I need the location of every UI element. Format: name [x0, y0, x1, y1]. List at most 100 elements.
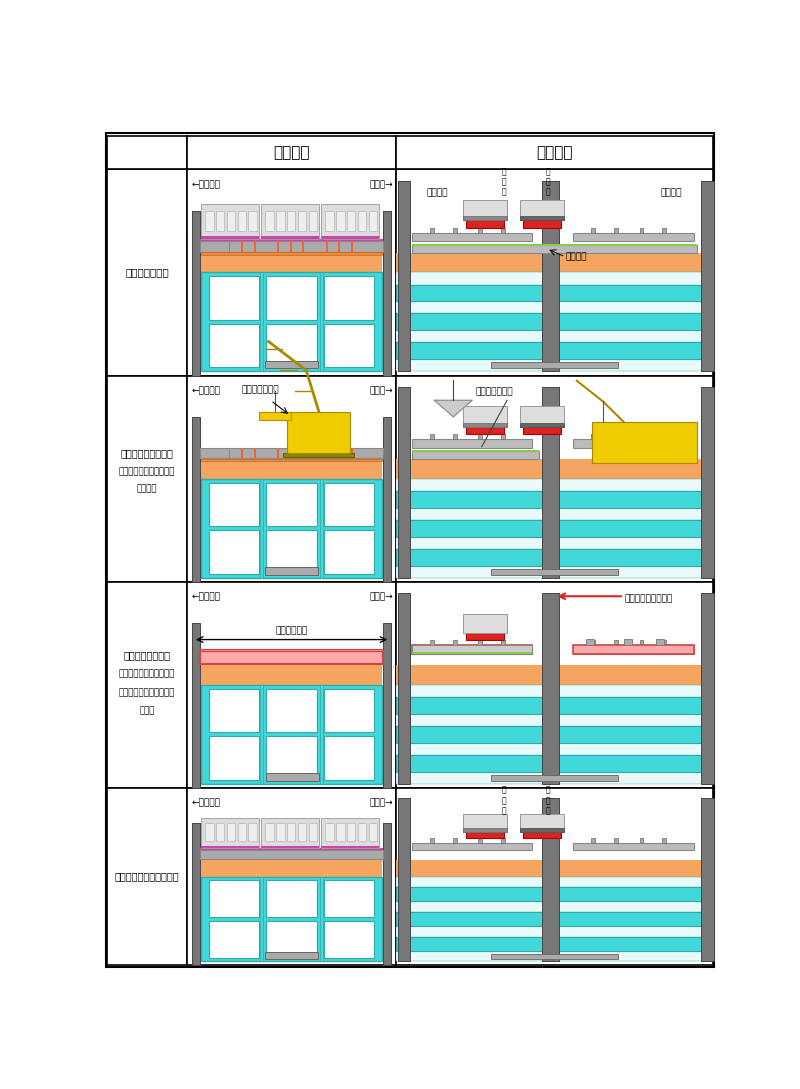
Polygon shape [662, 433, 666, 439]
Polygon shape [501, 839, 505, 843]
Polygon shape [326, 823, 334, 841]
Polygon shape [351, 448, 353, 458]
Polygon shape [209, 736, 259, 780]
Polygon shape [216, 210, 225, 231]
Text: 【仮設の橋の撤去】: 【仮設の橋の撤去】 [121, 449, 174, 458]
Polygon shape [656, 639, 663, 646]
Polygon shape [591, 640, 595, 646]
Polygon shape [412, 245, 697, 253]
Polygon shape [396, 169, 713, 376]
Polygon shape [336, 210, 345, 231]
Text: 仮設の橋を撤去: 仮設の橋を撤去 [242, 386, 279, 394]
Polygon shape [187, 788, 396, 965]
Polygon shape [302, 448, 304, 458]
Text: ←吉祥寺方: ←吉祥寺方 [192, 180, 221, 188]
Polygon shape [209, 323, 259, 367]
Polygon shape [412, 646, 532, 654]
Text: 【橋の架け替え】: 【橋の架け替え】 [124, 650, 170, 661]
Polygon shape [574, 646, 694, 654]
Polygon shape [396, 685, 713, 697]
Polygon shape [321, 818, 379, 848]
Polygon shape [453, 640, 457, 646]
Polygon shape [520, 815, 564, 832]
Polygon shape [593, 421, 697, 463]
Polygon shape [383, 823, 391, 965]
Polygon shape [277, 242, 279, 252]
Polygon shape [326, 242, 328, 252]
Polygon shape [298, 823, 306, 841]
Polygon shape [412, 233, 532, 242]
Polygon shape [396, 788, 713, 965]
Polygon shape [324, 323, 374, 367]
Polygon shape [202, 877, 382, 962]
Polygon shape [266, 323, 317, 367]
Polygon shape [320, 877, 323, 962]
Polygon shape [276, 210, 285, 231]
Polygon shape [266, 823, 274, 841]
Polygon shape [338, 448, 340, 458]
Polygon shape [260, 877, 262, 962]
Polygon shape [266, 773, 319, 781]
Polygon shape [209, 277, 259, 320]
Text: 渋谷方→: 渋谷方→ [370, 798, 394, 808]
Polygon shape [662, 228, 666, 233]
Polygon shape [336, 823, 345, 841]
Polygon shape [491, 363, 618, 368]
Polygon shape [266, 277, 317, 320]
Polygon shape [396, 927, 713, 937]
Polygon shape [396, 507, 713, 519]
Polygon shape [202, 479, 382, 577]
Polygon shape [227, 823, 235, 841]
Polygon shape [542, 594, 559, 784]
Polygon shape [453, 839, 457, 843]
Polygon shape [412, 646, 532, 654]
Text: 上
り
線: 上 り 線 [546, 786, 550, 816]
Polygon shape [266, 360, 318, 368]
Polygon shape [523, 427, 561, 433]
Polygon shape [347, 210, 355, 231]
Polygon shape [202, 685, 382, 784]
Polygon shape [591, 839, 595, 843]
Text: 上
り
線: 上 り 線 [546, 167, 550, 197]
Polygon shape [412, 244, 697, 246]
Polygon shape [324, 920, 374, 958]
Polygon shape [702, 181, 714, 371]
Text: します: します [139, 707, 155, 715]
Polygon shape [241, 656, 243, 664]
Text: 予め製作した本設橋梁を: 予め製作した本設橋梁を [119, 670, 175, 678]
Polygon shape [614, 640, 618, 646]
Polygon shape [398, 798, 410, 962]
Polygon shape [624, 639, 632, 646]
Polygon shape [201, 242, 382, 252]
Polygon shape [639, 640, 643, 646]
Polygon shape [320, 685, 323, 784]
Polygon shape [338, 242, 340, 252]
Polygon shape [412, 451, 538, 460]
Polygon shape [491, 568, 618, 575]
Polygon shape [249, 210, 257, 231]
Polygon shape [321, 236, 379, 240]
Polygon shape [324, 689, 374, 733]
Polygon shape [324, 482, 374, 526]
Polygon shape [201, 240, 382, 242]
Polygon shape [326, 448, 328, 458]
Polygon shape [326, 656, 328, 664]
Polygon shape [326, 210, 334, 231]
Polygon shape [277, 448, 279, 458]
Polygon shape [309, 210, 317, 231]
Text: ←吉祥寺方: ←吉祥寺方 [192, 592, 221, 601]
Polygon shape [396, 314, 713, 330]
Polygon shape [201, 236, 259, 240]
Polygon shape [396, 359, 713, 371]
Polygon shape [201, 205, 259, 240]
Polygon shape [396, 272, 713, 284]
Text: 本設の橋: 本設の橋 [426, 188, 448, 197]
Polygon shape [462, 217, 507, 220]
Polygon shape [662, 640, 666, 646]
Polygon shape [321, 845, 379, 848]
Polygon shape [324, 880, 374, 917]
Polygon shape [542, 798, 559, 962]
Polygon shape [412, 439, 532, 448]
Polygon shape [412, 843, 532, 851]
Polygon shape [192, 417, 200, 582]
